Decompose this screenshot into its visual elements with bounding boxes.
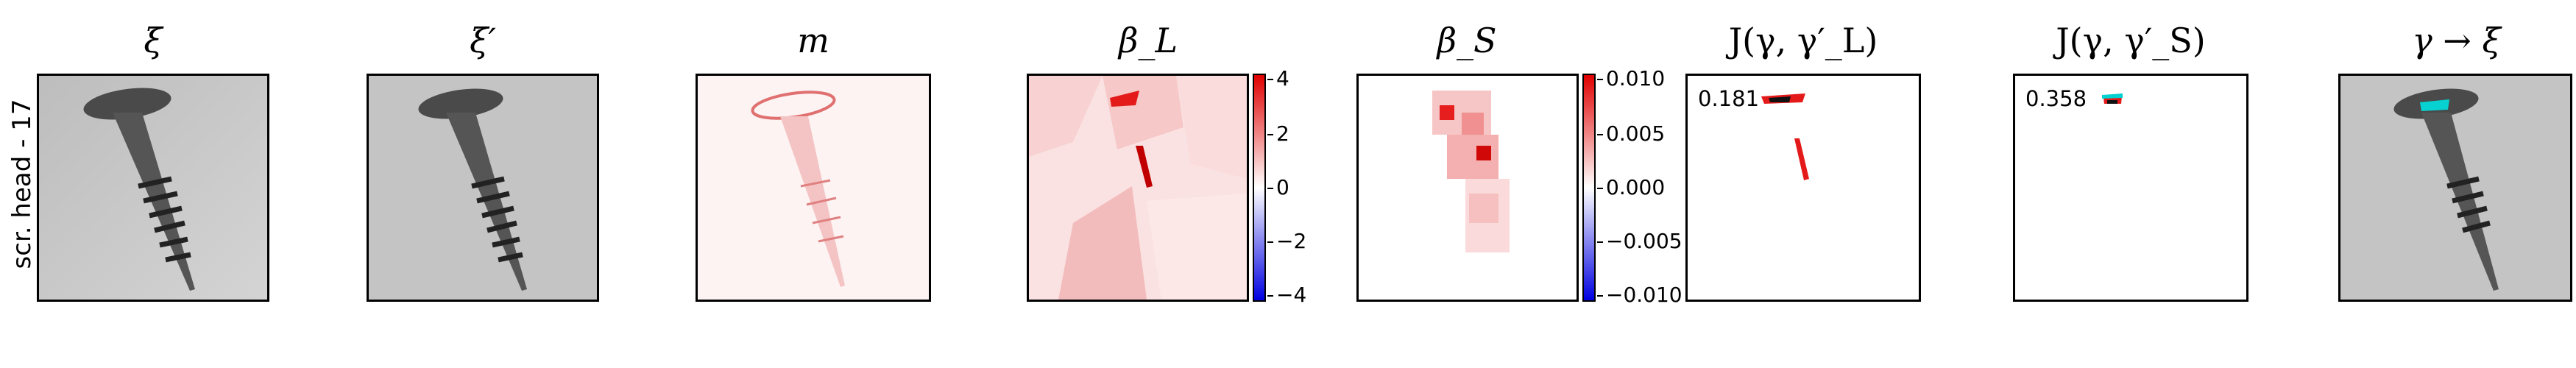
panel-xi-prime: ξ′ <box>365 0 601 368</box>
tick-beta-S-1: 0.005 <box>1596 121 1666 146</box>
panel-title-gamma-xi: γ → ξ <box>2412 21 2501 60</box>
panel-beta-L: β_L 4 2 0 −2 −4 <box>1023 0 1306 368</box>
image-J-L <box>1685 74 1921 302</box>
tick-beta-S-0: 0.010 <box>1596 66 1666 91</box>
tick-beta-L-4: −4 <box>1267 283 1307 307</box>
row-label-text: scr. head - 17 <box>7 99 37 269</box>
colorbar-beta-S <box>1582 74 1596 302</box>
panel-title-beta-S: β_S <box>1437 21 1497 60</box>
tick-beta-L-3: −2 <box>1267 229 1307 253</box>
panel-title-xi: ξ <box>144 21 163 60</box>
panel-title-J-L: J(γ, γ′_L) <box>1728 21 1878 60</box>
image-gamma-xi <box>2338 74 2572 302</box>
score-J-S: 0.358 <box>2025 86 2087 111</box>
tick-beta-L-1: 2 <box>1267 121 1289 146</box>
image-m <box>696 74 931 302</box>
tick-beta-S-3: −0.005 <box>1597 229 1682 253</box>
tick-beta-S-2: 0.000 <box>1596 175 1666 199</box>
tick-beta-L-2: 0 <box>1267 175 1289 199</box>
score-J-L: 0.181 <box>1698 86 1760 111</box>
panel-beta-S: β_S 0.010 0.005 0.000 −0.005 −0.010 <box>1353 0 1691 368</box>
panel-title-m: m <box>797 21 829 60</box>
panel-J-S: J(γ, γ′_S) 0.358 <box>2009 0 2252 368</box>
image-beta-S <box>1356 74 1579 302</box>
image-J-S <box>2013 74 2248 302</box>
image-beta-L <box>1027 74 1249 302</box>
panel-title-xi-prime: ξ′ <box>470 21 496 60</box>
tick-beta-L-0: 4 <box>1267 66 1289 91</box>
panel-gamma-xi: γ → ξ <box>2337 0 2576 368</box>
panel-title-beta-L: β_L <box>1118 21 1178 60</box>
panel-title-J-S: J(γ, γ′_S) <box>2056 21 2206 60</box>
colorbar-beta-L <box>1253 74 1266 302</box>
panel-xi: ξ <box>35 0 271 368</box>
tick-beta-S-4: −0.010 <box>1597 283 1682 307</box>
row-label: scr. head - 17 <box>0 0 37 368</box>
image-xi <box>37 74 269 302</box>
image-xi-prime <box>367 74 599 302</box>
panel-m: m <box>696 0 931 368</box>
panel-J-L: J(γ, γ′_L) 0.181 <box>1682 0 1925 368</box>
